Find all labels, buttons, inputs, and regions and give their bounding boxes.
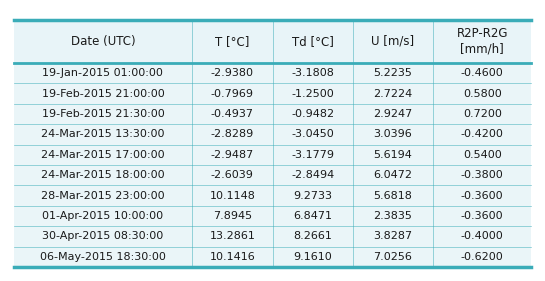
Text: -0.3600: -0.3600	[461, 191, 504, 201]
Text: 24-Mar-2015 17:00:00: 24-Mar-2015 17:00:00	[41, 150, 165, 160]
Text: 9.2733: 9.2733	[293, 191, 332, 201]
Text: 6.0472: 6.0472	[373, 170, 413, 180]
Text: Td [°C]: Td [°C]	[292, 35, 334, 48]
Text: 5.6194: 5.6194	[373, 150, 413, 160]
Text: 19-Feb-2015 21:30:00: 19-Feb-2015 21:30:00	[41, 109, 164, 119]
Text: 7.0256: 7.0256	[373, 252, 413, 262]
Text: -2.9487: -2.9487	[211, 150, 254, 160]
Text: 5.6818: 5.6818	[373, 191, 413, 201]
Text: -0.4937: -0.4937	[211, 109, 254, 119]
Text: 2.7224: 2.7224	[373, 89, 413, 99]
Text: -0.7969: -0.7969	[211, 89, 254, 99]
Text: -0.6200: -0.6200	[461, 252, 504, 262]
Text: 06-May-2015 18:30:00: 06-May-2015 18:30:00	[40, 252, 166, 262]
Text: 3.8287: 3.8287	[373, 231, 413, 241]
Text: -2.8289: -2.8289	[211, 129, 254, 139]
Text: 24-Mar-2015 13:30:00: 24-Mar-2015 13:30:00	[41, 129, 165, 139]
Text: R2P-R2G
[mm/h]: R2P-R2G [mm/h]	[457, 27, 508, 55]
Text: 7.8945: 7.8945	[213, 211, 252, 221]
Text: 30-Apr-2015 08:30:00: 30-Apr-2015 08:30:00	[43, 231, 163, 241]
Text: -3.0450: -3.0450	[291, 129, 334, 139]
Text: -0.4000: -0.4000	[461, 231, 504, 241]
Text: -1.2500: -1.2500	[291, 89, 334, 99]
Text: -0.3600: -0.3600	[461, 211, 504, 221]
Text: 28-Mar-2015 23:00:00: 28-Mar-2015 23:00:00	[41, 191, 165, 201]
Text: 9.1610: 9.1610	[293, 252, 332, 262]
Text: 3.0396: 3.0396	[373, 129, 412, 139]
Text: 01-Apr-2015 10:00:00: 01-Apr-2015 10:00:00	[43, 211, 163, 221]
Text: 24-Mar-2015 18:00:00: 24-Mar-2015 18:00:00	[41, 170, 165, 180]
Text: -0.9482: -0.9482	[291, 109, 334, 119]
Text: -3.1808: -3.1808	[291, 68, 334, 78]
Text: 0.5800: 0.5800	[463, 89, 501, 99]
Text: -0.3800: -0.3800	[461, 170, 504, 180]
Text: -2.9380: -2.9380	[211, 68, 254, 78]
Text: T [°C]: T [°C]	[215, 35, 250, 48]
Text: 6.8471: 6.8471	[293, 211, 332, 221]
Text: -0.4200: -0.4200	[461, 129, 504, 139]
Text: 13.2861: 13.2861	[209, 231, 255, 241]
Text: 5.2235: 5.2235	[373, 68, 413, 78]
Text: -2.8494: -2.8494	[291, 170, 334, 180]
Text: Date (UTC): Date (UTC)	[71, 35, 135, 48]
Text: U [m/s]: U [m/s]	[371, 35, 414, 48]
Text: -3.1779: -3.1779	[291, 150, 334, 160]
Text: 0.7200: 0.7200	[463, 109, 501, 119]
Text: 0.5400: 0.5400	[463, 150, 501, 160]
Text: 2.3835: 2.3835	[373, 211, 413, 221]
Text: 19-Jan-2015 01:00:00: 19-Jan-2015 01:00:00	[43, 68, 163, 78]
Text: 8.2661: 8.2661	[293, 231, 332, 241]
Text: 2.9247: 2.9247	[373, 109, 413, 119]
Text: 19-Feb-2015 21:00:00: 19-Feb-2015 21:00:00	[41, 89, 164, 99]
Bar	[14, 20, 531, 63]
Text: -0.4600: -0.4600	[461, 68, 504, 78]
Bar	[14, 20, 531, 267]
Text: 10.1148: 10.1148	[209, 191, 255, 201]
Text: 10.1416: 10.1416	[209, 252, 255, 262]
Text: -2.6039: -2.6039	[211, 170, 254, 180]
